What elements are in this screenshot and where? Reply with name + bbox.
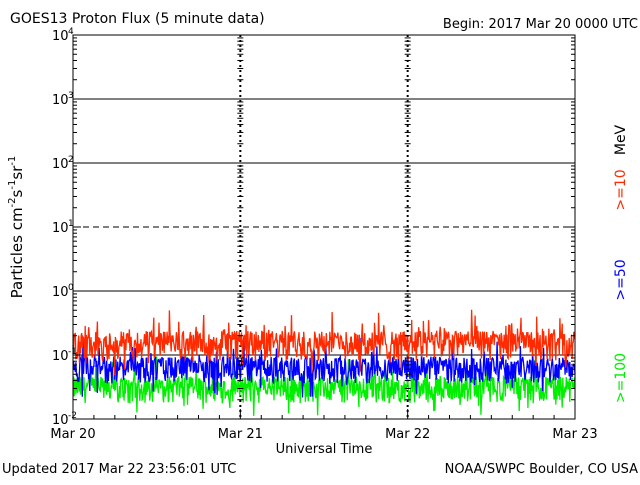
series-layer: [72, 309, 576, 416]
y-tick-label: 10: [52, 285, 69, 300]
y-tick-label: 10: [52, 349, 69, 364]
source-credit: NOAA/SWPC Boulder, CO USA: [445, 462, 638, 477]
y-tick-exponent: 0: [68, 283, 74, 293]
y-tick-label: 10: [52, 413, 69, 428]
y-tick-exponent: 4: [68, 27, 74, 37]
y-tick-label: 10: [52, 93, 69, 108]
x-tick-label: Mar 20: [50, 427, 95, 442]
series-label-100mev: >=100: [613, 353, 629, 403]
y-tick-exponent: 1: [68, 219, 74, 229]
series-trace-1: [72, 337, 576, 398]
x-tick-label: Mar 21: [218, 427, 263, 442]
series-trace-0: [72, 309, 576, 376]
unit-label: MeV: [613, 124, 629, 155]
x-tick-label: Mar 22: [385, 427, 430, 442]
y-axis-label: Particles cm-2s-1sr-1: [7, 156, 26, 299]
x-tick-label: Mar 23: [552, 427, 597, 442]
y-tick-label: 10: [52, 157, 69, 172]
y-tick-exponent: 2: [68, 155, 74, 165]
series-label-10mev: >=10: [613, 169, 629, 210]
y-tick-exponent: -1: [68, 347, 77, 357]
y-tick-label: 10: [52, 221, 69, 236]
y-tick-exponent: -2: [68, 411, 77, 421]
series-label-50mev: >=50: [613, 259, 629, 300]
series-trace-2: [72, 355, 576, 416]
updated-timestamp: Updated 2017 Mar 22 23:56:01 UTC: [2, 462, 236, 477]
y-tick-label: 10: [52, 29, 69, 44]
begin-label: Begin: 2017 Mar 20 0000 UTC: [443, 17, 638, 32]
x-axis-label: Universal Time: [276, 442, 373, 457]
chart-title: GOES13 Proton Flux (5 minute data): [10, 11, 265, 27]
x-tick-labels: Mar 20 Mar 21 Mar 22 Mar 23: [50, 409, 598, 442]
y-tick-exponent: 3: [68, 91, 74, 101]
